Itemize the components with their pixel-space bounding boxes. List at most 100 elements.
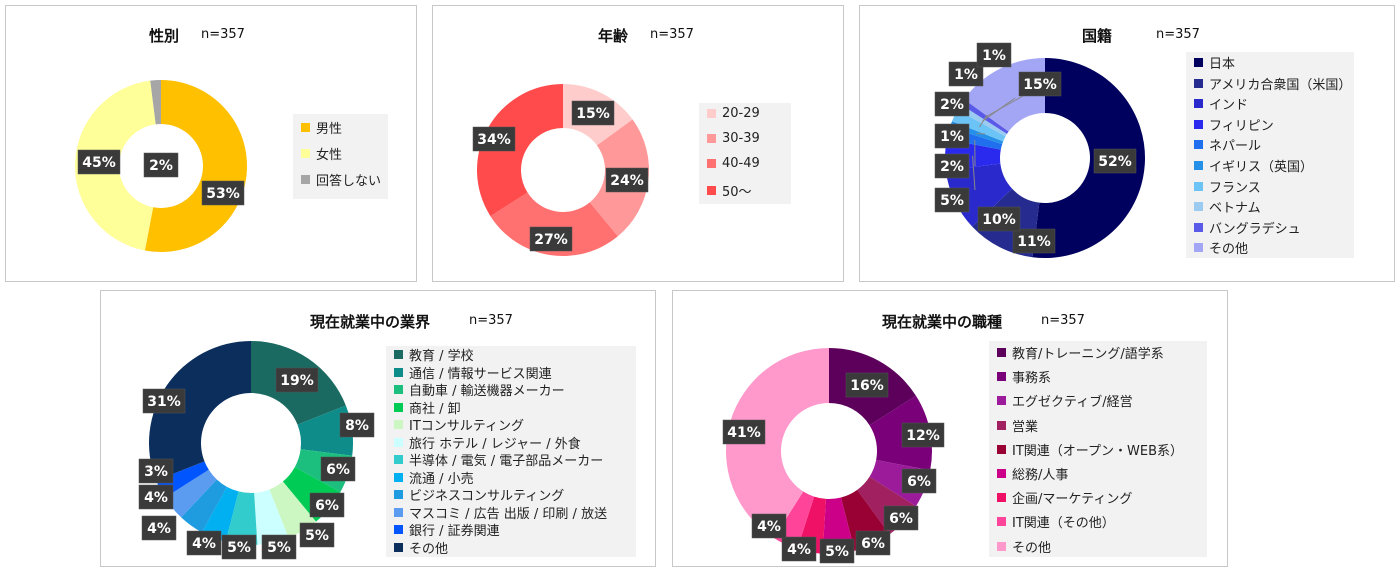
chart-n-label: n=357: [650, 27, 694, 42]
legend-label: 20-29: [722, 106, 760, 121]
pie-slice: [297, 405, 353, 456]
legend-label: 半導体 / 電気 / 電子部品メーカー: [409, 454, 604, 469]
legend-label: 教育 / 学校: [409, 349, 474, 364]
donut-chart-occupation: 16%12%6%6%6%5%4%4%41%: [722, 348, 945, 564]
legend-label: 流通 / 小売: [409, 471, 474, 487]
legend-label: 40-49: [722, 156, 760, 171]
legend-item: 流通 / 小売: [394, 468, 474, 487]
data-label: 15%: [1018, 71, 1062, 97]
legend-swatch: [394, 402, 403, 412]
legend-swatch: [997, 541, 1006, 551]
data-label-text: 1%: [982, 48, 1006, 64]
legend-label: IT関連（オープン・WEB系）: [1012, 443, 1183, 459]
data-label: 52%: [1093, 148, 1137, 174]
data-label-text: 11%: [1017, 234, 1051, 250]
data-label-box: [309, 492, 345, 518]
donut-chart-industry: 19% 8% 6% 6% 5% 5% 5% 4% 4% 4% 3% 31%: [138, 341, 375, 560]
legend-item: マスコミ / 広告 出版 / 印刷 / 放送: [394, 503, 607, 522]
data-label: 53%: [201, 180, 245, 206]
legend-item: ITコンサルティング: [394, 415, 524, 434]
data-label-text: 31%: [147, 394, 181, 410]
data-label-box: [1093, 148, 1137, 174]
data-label: 1%: [976, 42, 1012, 68]
legend-item: その他: [394, 538, 448, 557]
data-label-text: 5%: [227, 540, 251, 556]
legend-item: 40-49: [707, 156, 760, 171]
data-label-text: 15%: [576, 106, 610, 122]
data-label: 27%: [529, 226, 573, 252]
legend-item: イギリス（英国）: [1194, 156, 1313, 175]
legend-swatch: [997, 517, 1006, 527]
data-label: 5%: [934, 187, 970, 213]
data-label-text: 2%: [149, 158, 173, 174]
legend-label: 商社 / 卸: [409, 401, 461, 417]
data-label: 5%: [299, 522, 335, 548]
data-label-text: 6%: [907, 474, 931, 490]
legend-item: 通信 / 情報サービス関連: [394, 363, 552, 382]
legend-swatch: [394, 437, 403, 447]
data-label: 15%: [571, 100, 615, 126]
data-label-box: [141, 515, 177, 541]
chart-legend: 男性 女性 回答しない: [293, 114, 388, 199]
data-label-box: [1012, 228, 1056, 254]
data-label-text: 5%: [940, 193, 964, 209]
chart-n-label: n=357: [1156, 27, 1200, 42]
data-label-text: 27%: [534, 232, 568, 248]
data-label-box: [275, 367, 319, 393]
pie-slice: [181, 479, 227, 533]
data-label-box: [138, 484, 174, 510]
chart-title: 国籍: [1082, 27, 1113, 45]
legend-label: 日本: [1209, 57, 1236, 72]
legend-item: 日本: [1194, 53, 1235, 72]
data-label-box: [339, 412, 375, 438]
data-label-box: [138, 458, 174, 484]
legend-item: IT関連（その他）: [997, 512, 1115, 531]
legend-swatch: [301, 149, 310, 158]
legend-swatch: [997, 420, 1006, 430]
legend-swatch: [301, 175, 310, 184]
data-label: 3%: [138, 458, 174, 484]
chart-n-label: n=357: [469, 313, 513, 328]
legend-item: 自動車 / 輸送機器メーカー: [394, 380, 565, 399]
data-label: 6%: [309, 492, 345, 518]
legend-label: 30-39: [722, 131, 760, 146]
legend-swatch: [394, 350, 403, 359]
data-label-box: [934, 91, 970, 117]
legend-label: 教育/トレーニング/語学系: [1012, 347, 1164, 362]
chart-title: 年齢: [598, 27, 629, 45]
data-label-text: 24%: [610, 173, 644, 189]
data-label-box: [883, 505, 919, 531]
legend-item: インド: [1194, 94, 1248, 113]
data-label-text: 41%: [727, 425, 761, 441]
data-label-text: 3%: [144, 464, 168, 480]
data-label-box: [901, 422, 945, 448]
data-label-text: 53%: [206, 186, 240, 202]
pie-slice: [144, 80, 248, 252]
donut-chart-gender: 53% 45% 2%: [75, 80, 248, 252]
data-label-text: 2%: [940, 159, 964, 175]
legend-swatch: [394, 455, 403, 464]
chart-legend: 教育/トレーニング/語学系 事務系 エグゼクティブ/経営 営業 IT関連（オープン・WE…: [989, 341, 1207, 557]
legend-item: 50～: [707, 181, 752, 200]
legend-swatch: [394, 420, 403, 429]
data-label-box: [934, 187, 970, 213]
legend-label: IT関連（その他）: [1012, 516, 1115, 532]
data-label: 5%: [261, 534, 297, 560]
data-label: 12%: [901, 422, 945, 448]
data-label-box: [934, 123, 970, 149]
legend-label: マスコミ / 広告 出版 / 印刷 / 放送: [409, 506, 608, 522]
data-label: 45%: [77, 149, 121, 175]
data-label-box: [855, 530, 891, 556]
data-label-text: 1%: [940, 129, 964, 145]
pie-slice: [225, 491, 258, 545]
legend-item: 旅行 ホテル / レジャー / 外食: [394, 433, 581, 452]
legend-swatch: [1194, 222, 1203, 232]
data-label: 4%: [751, 513, 787, 539]
data-label: 10%: [977, 206, 1021, 232]
data-label-box: [320, 456, 356, 482]
chart-legend: 20-29 30-39 40-49 50～: [699, 103, 791, 204]
legend-item: エグゼクティブ/経営: [997, 391, 1133, 410]
legend-label: その他: [1012, 540, 1052, 556]
data-label: 41%: [722, 419, 766, 445]
legend-swatch: [394, 490, 403, 499]
